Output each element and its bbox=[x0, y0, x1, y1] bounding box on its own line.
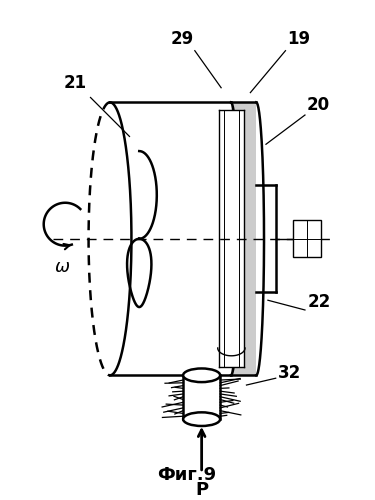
Text: Фиг.9: Фиг.9 bbox=[158, 466, 217, 484]
Text: 21: 21 bbox=[63, 74, 87, 92]
Text: 19: 19 bbox=[288, 30, 310, 48]
Text: 29: 29 bbox=[171, 30, 194, 48]
Text: 20: 20 bbox=[307, 96, 330, 114]
Ellipse shape bbox=[183, 368, 220, 382]
Bar bbox=[231, 102, 256, 376]
Text: P: P bbox=[195, 480, 208, 498]
Text: 22: 22 bbox=[308, 293, 331, 311]
Bar bbox=[293, 220, 321, 258]
Text: 32: 32 bbox=[278, 364, 301, 382]
Bar bbox=[219, 110, 243, 368]
Ellipse shape bbox=[183, 412, 220, 426]
Text: ω: ω bbox=[55, 258, 70, 276]
Bar bbox=[183, 376, 220, 419]
